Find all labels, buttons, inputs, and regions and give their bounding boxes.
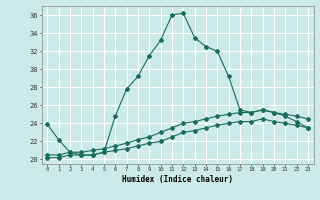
X-axis label: Humidex (Indice chaleur): Humidex (Indice chaleur)	[122, 175, 233, 184]
